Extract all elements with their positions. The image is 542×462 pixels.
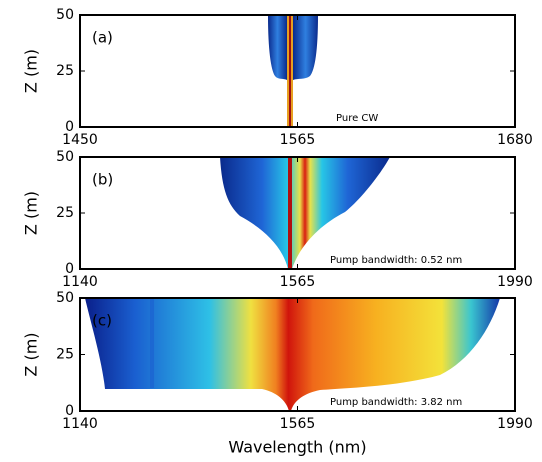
panel-label: (a) bbox=[92, 29, 113, 47]
y-tick-label: 0 bbox=[65, 119, 74, 135]
y-axis-label: Z (m) bbox=[22, 332, 41, 376]
y-tick-label: 0 bbox=[65, 403, 74, 419]
x-tick-label: 1680 bbox=[497, 132, 533, 148]
y-tick-label: 0 bbox=[65, 261, 74, 277]
panel-label: (c) bbox=[92, 312, 112, 330]
x-tick-label: 1565 bbox=[280, 132, 316, 148]
annotation: Pump bandwidth: 3.82 nm bbox=[330, 397, 462, 408]
y-tick-label: 50 bbox=[56, 290, 74, 306]
x-tick-label: 1990 bbox=[497, 274, 533, 290]
y-tick-label: 50 bbox=[56, 149, 74, 165]
y-tick-label: 25 bbox=[56, 347, 74, 363]
x-tick-label: 1565 bbox=[280, 274, 316, 290]
annotation: Pure CW bbox=[336, 113, 378, 124]
y-tick-label: 25 bbox=[56, 63, 74, 79]
y-tick-label: 25 bbox=[56, 205, 74, 221]
x-tick-label: 1565 bbox=[280, 416, 316, 432]
spectrum-c bbox=[85, 298, 500, 411]
y-axis-label: Z (m) bbox=[22, 191, 41, 235]
spectrum-a bbox=[268, 15, 318, 127]
y-axis-label: Z (m) bbox=[22, 49, 41, 93]
y-tick-label: 50 bbox=[56, 7, 74, 23]
x-tick-label: 1990 bbox=[497, 416, 533, 432]
x-axis-label: Wavelength (nm) bbox=[228, 438, 366, 457]
spectrum-b bbox=[220, 157, 390, 269]
x-tick-label: 1450 bbox=[62, 132, 98, 148]
panel-label: (b) bbox=[92, 171, 113, 189]
x-tick-label: 1140 bbox=[62, 416, 98, 432]
annotation: Pump bandwidth: 0.52 nm bbox=[330, 255, 462, 266]
x-tick-label: 1140 bbox=[62, 274, 98, 290]
